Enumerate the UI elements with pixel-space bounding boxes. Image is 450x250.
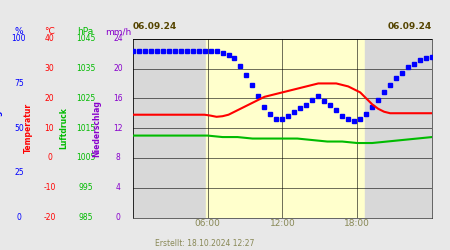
Text: 20: 20 <box>113 64 123 73</box>
Text: 20: 20 <box>45 94 54 103</box>
Text: 8: 8 <box>116 154 120 162</box>
Text: 1005: 1005 <box>76 154 95 162</box>
Text: 0: 0 <box>116 213 120 222</box>
Bar <box>206 39 364 218</box>
Text: 1025: 1025 <box>76 94 95 103</box>
Text: °C: °C <box>44 27 55 36</box>
Text: -20: -20 <box>43 213 56 222</box>
Text: Erstellt: 18.10.2024 12:27: Erstellt: 18.10.2024 12:27 <box>155 238 255 248</box>
Bar <box>364 39 432 218</box>
Text: Niederschlag: Niederschlag <box>92 100 101 156</box>
Text: 100: 100 <box>12 34 26 43</box>
Text: 16: 16 <box>113 94 123 103</box>
Text: 0: 0 <box>17 213 21 222</box>
Text: %: % <box>14 27 23 36</box>
Text: 50: 50 <box>14 124 24 132</box>
Text: 24: 24 <box>113 34 123 43</box>
Text: Temperatur: Temperatur <box>23 103 32 153</box>
Text: 10: 10 <box>45 124 54 132</box>
Text: 995: 995 <box>78 183 93 192</box>
Text: 4: 4 <box>116 183 120 192</box>
Text: hPa: hPa <box>77 27 94 36</box>
Text: Luftdruck: Luftdruck <box>59 107 68 149</box>
Text: 1045: 1045 <box>76 34 95 43</box>
Text: mm/h: mm/h <box>105 27 131 36</box>
Text: 985: 985 <box>78 213 93 222</box>
Text: -10: -10 <box>43 183 56 192</box>
Bar <box>133 39 206 218</box>
Text: Luftfeuchtigkeit: Luftfeuchtigkeit <box>0 93 2 163</box>
Text: 1015: 1015 <box>76 124 95 132</box>
Text: 40: 40 <box>45 34 54 43</box>
Text: 30: 30 <box>45 64 54 73</box>
Text: 06.09.24: 06.09.24 <box>133 22 177 31</box>
Text: 0: 0 <box>47 154 52 162</box>
Text: 06.09.24: 06.09.24 <box>388 22 432 31</box>
Text: 1035: 1035 <box>76 64 95 73</box>
Text: 75: 75 <box>14 79 24 88</box>
Text: 25: 25 <box>14 168 24 177</box>
Text: 12: 12 <box>113 124 123 132</box>
